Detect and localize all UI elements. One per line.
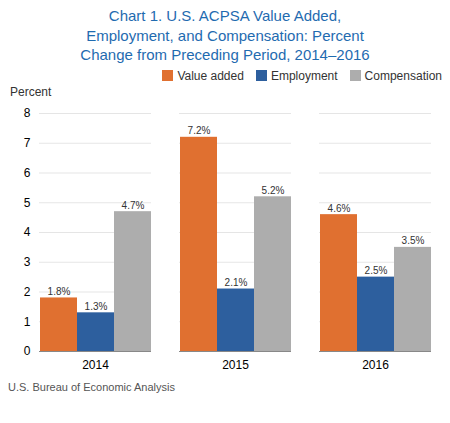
- svg-text:7.2%: 7.2%: [188, 125, 211, 136]
- svg-text:2.5%: 2.5%: [365, 265, 388, 276]
- svg-text:4.6%: 4.6%: [328, 202, 351, 213]
- svg-text:2014: 2014: [82, 358, 109, 372]
- svg-text:2016: 2016: [362, 358, 389, 372]
- svg-text:1.3%: 1.3%: [85, 300, 108, 311]
- svg-text:6: 6: [24, 165, 31, 179]
- html-text:Compensation: Compensation: [364, 68, 442, 83]
- html-text:Chart 1. U.S. ACPSA Value Adde: Chart 1. U.S. ACPSA Value Added, Employm…: [80, 7, 370, 63]
- html-text:Value added: Value added: [177, 68, 244, 83]
- svg-text:2.1%: 2.1%: [225, 277, 248, 288]
- svg-text:5: 5: [24, 195, 31, 209]
- svg-text:7: 7: [24, 136, 31, 150]
- svg-text:0: 0: [24, 344, 31, 358]
- svg-text:4: 4: [24, 225, 31, 239]
- svg-text:3: 3: [24, 255, 31, 269]
- svg-text:4.7%: 4.7%: [122, 199, 145, 210]
- svg-text:3.5%: 3.5%: [402, 235, 425, 246]
- html-text:Percent: Percent: [10, 84, 52, 99]
- svg-text:1: 1: [24, 314, 31, 328]
- html-text:U.S. Bureau of Economic Analys: U.S. Bureau of Economic Analysis: [8, 380, 175, 393]
- html-text:Employment: Employment: [270, 68, 338, 83]
- svg-text:1.8%: 1.8%: [48, 285, 71, 296]
- svg-text:8: 8: [24, 106, 31, 120]
- svg-text:5.2%: 5.2%: [262, 184, 285, 195]
- svg-text:2: 2: [24, 284, 31, 298]
- svg-text:2015: 2015: [222, 358, 249, 372]
